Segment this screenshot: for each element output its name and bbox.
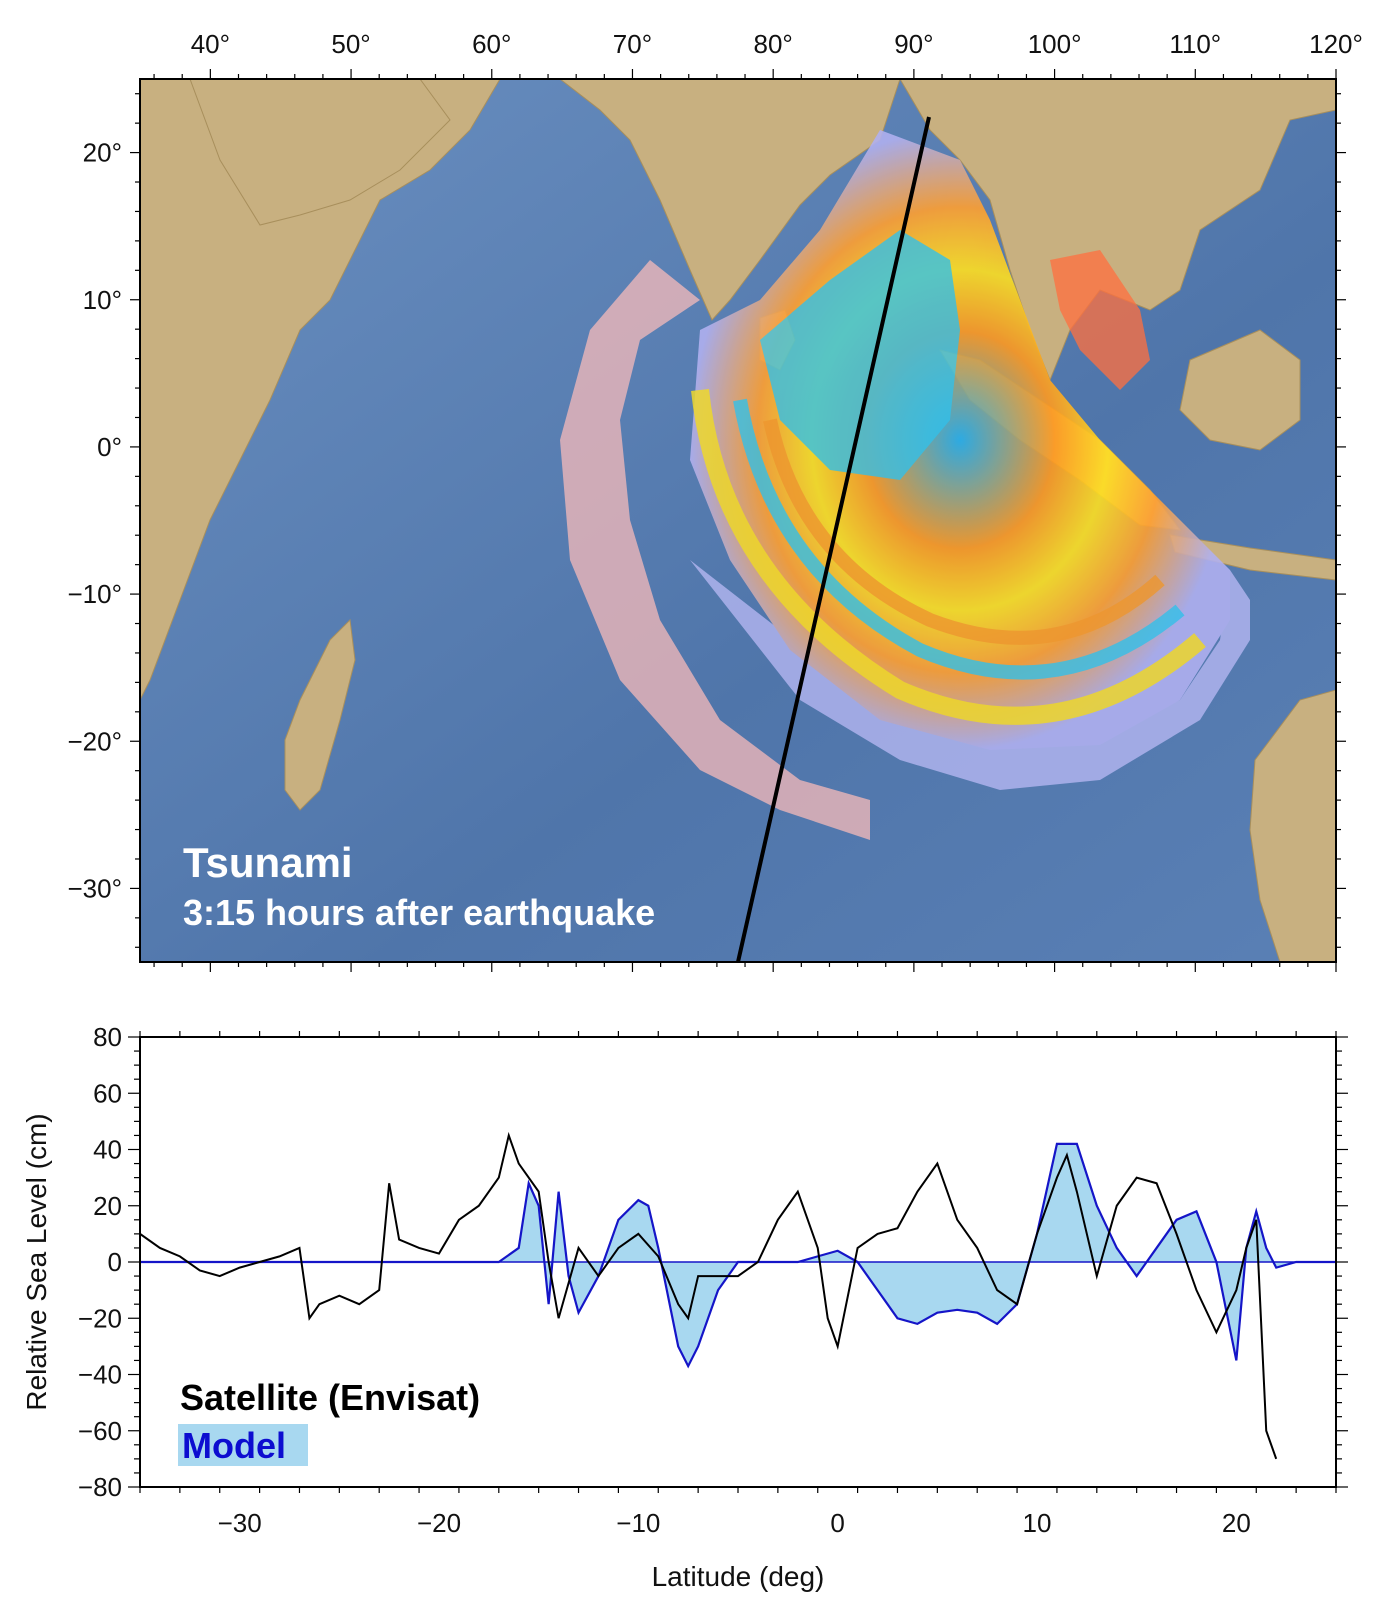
land-africa (140, 79, 501, 701)
y-tick-label: −80 (78, 1472, 122, 1502)
map-lon-tick-label: 110° (1169, 29, 1221, 59)
map-lon-tick-label: 80° (754, 29, 793, 59)
map-lon-tick-label: 60° (472, 29, 511, 59)
legend-satellite-label: Satellite (Envisat) (180, 1377, 480, 1418)
land-australia (1249, 689, 1336, 962)
x-tick-label: −20 (417, 1508, 461, 1538)
x-tick-label: 10 (1023, 1508, 1052, 1538)
map-lon-tick-label: 90° (894, 29, 933, 59)
tsunami-wave-field (560, 130, 1250, 840)
land-madagascar (284, 618, 356, 811)
map-title: Tsunami (183, 839, 353, 886)
map-subtitle: 3:15 hours after earthquake (183, 892, 655, 933)
wave-band-cyan (733, 398, 1185, 680)
y-tick-label: −20 (78, 1303, 122, 1333)
map-lon-tick-label: 100° (1028, 29, 1082, 59)
map-lat-labels: 20° 10° 0° −10° −20° −30° (67, 138, 122, 904)
x-tick-label: −30 (218, 1508, 262, 1538)
map-lat-tick-label: −20° (67, 726, 122, 756)
map-ticks (130, 69, 1346, 972)
legend-model-label: Model (182, 1425, 286, 1466)
chart-ticks (128, 1031, 1348, 1493)
y-axis-title: Relative Sea Level (cm) (21, 1113, 52, 1410)
x-tick-label: −10 (616, 1508, 660, 1538)
map-lon-tick-label: 70° (613, 29, 652, 59)
wave-gulf-red (1050, 250, 1150, 390)
map-lon-labels: 40° 50° 60° 70° 80° 90° 100° 110° 120° (191, 29, 1363, 59)
y-tick-label: 60 (93, 1078, 122, 1108)
land-borneo (1179, 329, 1301, 451)
map-lon-tick-label: 120° (1309, 29, 1363, 59)
satellite-series-line (140, 1131, 1278, 1460)
map-panel: Tsunami 3:15 hours after earthquake 40° 5… (67, 29, 1363, 972)
legend: Satellite (Envisat) Model (178, 1377, 480, 1466)
y-tick-label: 0 (108, 1247, 122, 1277)
x-tick-label: 20 (1222, 1508, 1251, 1538)
x-axis-title: Latitude (deg) (652, 1561, 825, 1592)
wave-outer-pink (560, 260, 870, 840)
chart-y-labels: 80 60 40 20 0 −20 −40 −60 −80 (78, 1022, 122, 1502)
wave-band-yellow (691, 389, 1206, 725)
x-tick-label: 0 (830, 1508, 844, 1538)
y-tick-label: 80 (93, 1022, 122, 1052)
legend-model-swatch (178, 1424, 308, 1466)
map-lon-tick-label: 50° (331, 29, 370, 59)
land-arabia (189, 79, 451, 226)
y-tick-label: 20 (93, 1191, 122, 1221)
chart-panel: −30 −20 −10 0 10 20 80 60 40 20 0 −20 −40 −60 −80 Lat… (21, 1022, 1348, 1592)
y-tick-label: 40 (93, 1135, 122, 1165)
map-frame (139, 78, 1337, 963)
wave-cyan-core (760, 230, 960, 480)
map-lat-tick-label: −10° (67, 579, 122, 609)
model-area (140, 1143, 1336, 1367)
map-lat-tick-label: 10° (83, 285, 122, 315)
map-lon-tick-label: 40° (191, 29, 230, 59)
model-series-line (140, 1142, 1336, 1369)
map-lat-tick-label: −30° (67, 873, 122, 903)
y-tick-label: −40 (78, 1360, 122, 1390)
y-tick-label: −60 (78, 1416, 122, 1446)
map-lat-tick-label: 0° (97, 432, 122, 462)
chart-x-labels: −30 −20 −10 0 10 20 (218, 1508, 1251, 1538)
satellite-track (736, 116, 931, 962)
wave-band-orange (763, 418, 1165, 645)
map-lat-tick-label: 20° (83, 138, 122, 168)
